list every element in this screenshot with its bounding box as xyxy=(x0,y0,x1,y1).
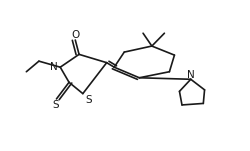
Text: O: O xyxy=(71,31,79,40)
Text: N: N xyxy=(50,62,58,72)
Text: N: N xyxy=(186,71,194,80)
Text: S: S xyxy=(86,95,92,105)
Text: S: S xyxy=(52,100,58,110)
